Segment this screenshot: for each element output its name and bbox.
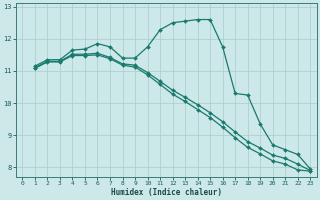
X-axis label: Humidex (Indice chaleur): Humidex (Indice chaleur) (111, 188, 222, 197)
